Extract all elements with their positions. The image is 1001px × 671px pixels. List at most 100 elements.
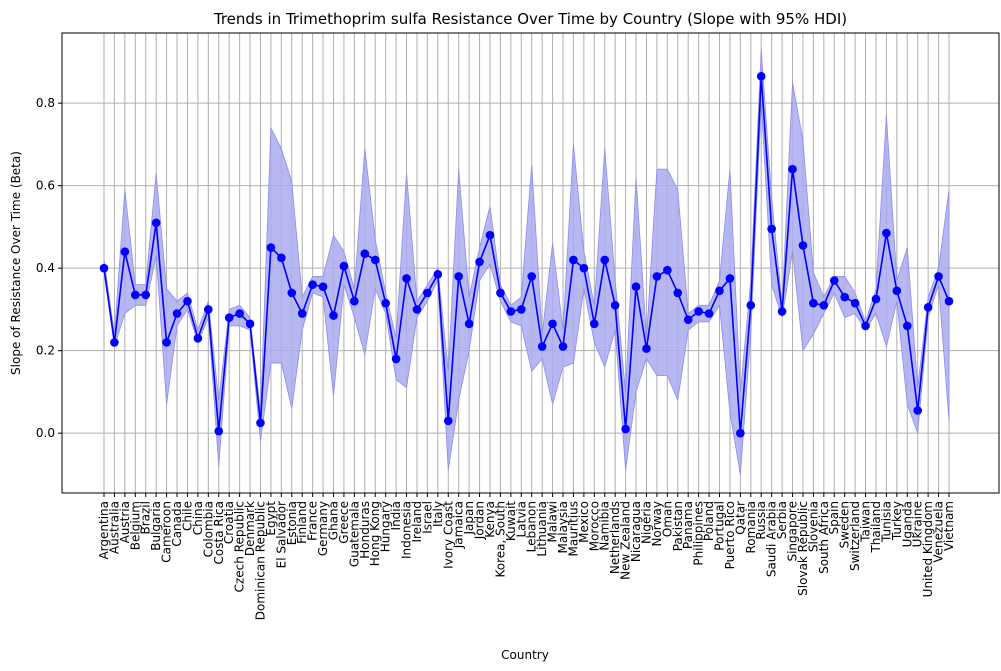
- data-point: [798, 241, 808, 250]
- data-point: [308, 280, 317, 289]
- x-tick-label: Greece: [337, 501, 351, 544]
- x-tick-label: Spain: [827, 501, 841, 535]
- x-tick-label: Ireland: [410, 501, 424, 543]
- y-tick-label: 0.0: [36, 426, 55, 440]
- data-point: [433, 270, 443, 279]
- y-tick-label: 0.6: [36, 179, 55, 193]
- x-tick-label: Portugal: [712, 501, 726, 551]
- x-tick-label: Pakistan: [671, 501, 685, 551]
- x-tick-label: Belgium: [128, 501, 142, 550]
- x-tick-label: Nigeria: [639, 501, 653, 544]
- data-point: [370, 255, 380, 265]
- x-tick-label: Estonia: [285, 501, 299, 545]
- data-point: [506, 307, 516, 316]
- data-point: [871, 294, 881, 304]
- data-point: [767, 224, 776, 234]
- x-tick-label: Italy: [431, 501, 445, 527]
- data-point: [151, 218, 161, 228]
- data-point: [819, 300, 829, 310]
- x-tick-label: Indonesia: [400, 501, 414, 559]
- data-point: [329, 311, 338, 320]
- data-point: [141, 290, 151, 300]
- x-tick-label: Panama: [681, 501, 695, 549]
- x-tick-label: Qatar: [733, 501, 747, 535]
- y-tick-label: 0.8: [36, 96, 55, 110]
- y-axis-ticks: 0.0 0.2 0.4 0.6 0.8: [36, 96, 62, 440]
- x-axis-label: Country: [501, 648, 549, 662]
- x-tick-label: Brazil: [139, 501, 153, 535]
- data-point: [360, 249, 370, 259]
- x-tick-label: Japan: [462, 501, 476, 535]
- data-point: [537, 342, 547, 351]
- x-tick-label: Philippines: [692, 501, 706, 566]
- x-tick-label: Norway: [650, 501, 664, 547]
- hdi-band-group: [103, 49, 950, 475]
- x-tick-label: Jordan: [473, 501, 487, 540]
- x-tick-label: India: [389, 501, 403, 530]
- data-point: [245, 319, 255, 329]
- x-axis-ticks: ArgentinaAustraliaAustriaBelgiumBrazilBu…: [97, 493, 956, 620]
- x-tick-label: Netherlands: [608, 501, 622, 574]
- data-point: [788, 164, 797, 174]
- x-tick-label: Egypt: [264, 501, 278, 536]
- data-point: [548, 319, 557, 329]
- x-tick-label: Ghana: [327, 501, 341, 540]
- x-tick-label: Slovenia: [806, 501, 820, 552]
- x-tick-label: Colombia: [201, 501, 215, 557]
- data-point: [516, 305, 526, 314]
- x-tick-label: Germany: [316, 501, 330, 556]
- series-line-group: [103, 76, 950, 434]
- x-tick-label: Kuwait: [504, 501, 518, 541]
- y-tick-label: 0.2: [36, 344, 55, 358]
- x-tick-label: Croatia: [222, 501, 236, 544]
- data-point: [652, 272, 662, 281]
- data-point: [715, 286, 724, 296]
- x-tick-label: Uganda: [900, 501, 914, 547]
- x-tick-label: Namibia: [598, 501, 612, 551]
- data-point: [840, 292, 849, 302]
- data-point: [902, 321, 912, 331]
- x-tick-label: Lebanon: [525, 501, 539, 552]
- data-point: [224, 313, 234, 322]
- x-tick-label: Serbia: [775, 501, 789, 539]
- x-tick-label: Latvia: [514, 501, 528, 538]
- x-tick-label: Thailand: [869, 501, 883, 554]
- x-tick-label: Chile: [180, 501, 194, 531]
- x-tick-label: Taiwan: [859, 501, 873, 543]
- x-tick-label: Tunisia: [879, 501, 893, 543]
- data-point: [736, 428, 745, 438]
- y-axis-label: Slope of Resistance Over Time (Beta): [9, 151, 23, 375]
- x-tick-label: Saudi Arabia: [765, 501, 779, 577]
- chart-title: Trends in Trimethoprim sulfa Resistance …: [213, 10, 847, 28]
- data-point: [683, 315, 693, 325]
- data-point: [527, 272, 537, 281]
- data-point: [579, 263, 589, 273]
- data-point: [663, 265, 672, 275]
- x-tick-label: Lithuania: [535, 501, 549, 557]
- x-tick-label: Turkey: [890, 501, 904, 541]
- x-tick-label: Austria: [118, 501, 132, 543]
- data-point: [464, 319, 474, 329]
- x-tick-label: France: [306, 501, 320, 541]
- x-tick-label: Romania: [744, 501, 758, 553]
- data-point: [204, 305, 213, 314]
- x-tick-label: Vietnam: [942, 501, 956, 551]
- data-point: [350, 296, 359, 306]
- data-point: [193, 333, 203, 343]
- x-tick-label: Korea, South: [493, 501, 507, 578]
- x-tick-label: Dominican Republic: [253, 501, 267, 620]
- x-tick-label: Honduras: [358, 501, 372, 559]
- data-point: [412, 305, 422, 314]
- data-point: [110, 338, 119, 347]
- data-point: [756, 72, 766, 81]
- data-point: [485, 230, 495, 240]
- data-point: [391, 354, 401, 364]
- data-point: [120, 247, 130, 256]
- x-tick-label: Hong Kong: [368, 501, 382, 566]
- data-point: [882, 228, 891, 238]
- x-tick-label: Russia: [754, 501, 768, 540]
- x-tick-label: Poland: [702, 501, 716, 541]
- data-point: [861, 321, 870, 331]
- data-point: [277, 253, 286, 263]
- x-tick-label: Australia: [107, 501, 121, 554]
